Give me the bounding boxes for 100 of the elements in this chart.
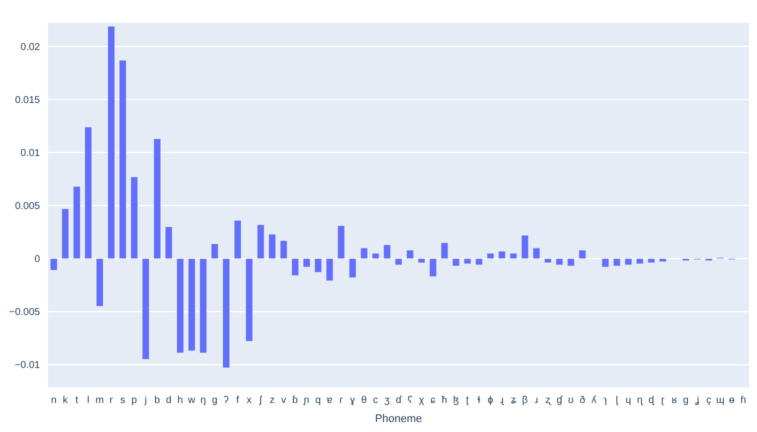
x-tick-label: ɡ [683,395,689,406]
bar [164,226,172,259]
bar [360,248,368,259]
x-tick-label: ɾ [339,395,344,406]
bar [268,234,276,259]
bar [222,258,230,368]
bar [188,258,196,352]
x-tick-label: ɕ [430,395,436,406]
bar [130,176,138,259]
x-tick-label: ɽ [661,395,666,406]
bar [510,253,518,259]
x-tick-label: ɮ [453,395,460,406]
x-tick-label: ɦ [740,395,746,406]
x-tick-label: ʕ [407,395,412,406]
bar [176,258,184,354]
bar [234,220,242,259]
x-tick-label: θ [361,395,368,406]
x-tick-label: ʈ [466,395,470,406]
bar [119,60,126,259]
bar [486,253,494,259]
bar [544,258,552,264]
bar [429,258,437,277]
x-tick-label: s [120,395,126,406]
x-tick-label: χ [418,395,425,406]
bar [475,258,483,266]
x-tick-label: ɸ [488,395,494,406]
bar [636,258,644,264]
y-tick-label: 0.015 [14,94,40,106]
x-tick-label: m [96,395,104,406]
x-tick-label: ɳ [637,395,644,406]
x-tick-label: ç [706,395,712,406]
x-tick-label: ɲ [302,395,310,406]
x-tick-label: ɓ [292,395,298,406]
bar [556,258,564,266]
x-tick-label: c [373,395,378,406]
bar [302,258,310,268]
x-tick-label: ʒ [384,395,390,406]
x-tick-label: ʐ [545,395,552,406]
x-tick-label: j [144,395,147,406]
x-tick-label: k [62,395,69,406]
bar [245,258,253,342]
bar [142,258,150,360]
bar [280,240,288,259]
y-tick-label: 0.01 [20,148,40,160]
bar [578,250,586,259]
x-tick-label: ɭ [616,395,619,406]
x-tick-label: h [177,395,183,406]
x-tick-label: ɰ [716,395,724,406]
x-tick-label: w [187,395,196,406]
x-tick-label: ħ [442,395,448,406]
y-tick-label: −0.005 [9,307,40,318]
y-tick-label: −0.01 [14,360,40,372]
x-tick-label: ʔ [224,395,229,406]
bar [73,186,81,259]
bar [84,126,92,259]
bar [440,242,448,259]
bar [648,258,656,264]
x-tick-label: f [236,395,240,406]
y-tick-label: 0.005 [14,201,40,212]
x-tick-label: z [270,395,275,406]
x-tick-label: n [50,395,57,406]
x-tick-label: ɥ [626,395,632,406]
bar [418,258,426,264]
x-tick-label: ʝ [695,395,700,406]
bar [406,250,414,259]
bar [659,258,667,262]
x-tick-label: g [212,395,218,406]
bar [96,258,104,307]
x-tick-label: ʃ [258,395,262,406]
bar [348,258,356,278]
x-tick-label: ʊ [568,395,574,406]
x-tick-label: ɖ [648,395,655,406]
x-tick-label: ʎ [591,395,596,406]
bar [199,258,207,354]
bar [337,225,345,259]
x-tick-label: ɬ [477,395,480,406]
bar [532,248,540,259]
bar [394,258,402,266]
x-tick-label: ɗ [396,395,403,406]
bar [108,26,116,259]
x-tick-label: x [246,395,252,406]
bar [613,258,621,266]
bar [314,258,322,273]
x-tick-label: r [110,395,114,406]
bar [464,258,472,264]
bar [705,258,713,261]
bar [210,243,218,259]
x-tick-label: ɵ [728,395,735,406]
x-tick-label: ʑ [510,395,517,406]
x-tick-label: b [154,395,160,406]
x-tick-label: β [522,395,528,406]
bar [521,234,529,259]
bar [567,258,575,266]
x-tick-label: ŋ [200,395,206,406]
y-tick-label: 0.02 [20,42,40,53]
x-tick-label: p [131,395,138,406]
x-tick-label: v [281,395,286,406]
bar [498,250,506,259]
x-tick-label: t [75,395,78,406]
x-axis-title: Phoneme [374,413,422,425]
